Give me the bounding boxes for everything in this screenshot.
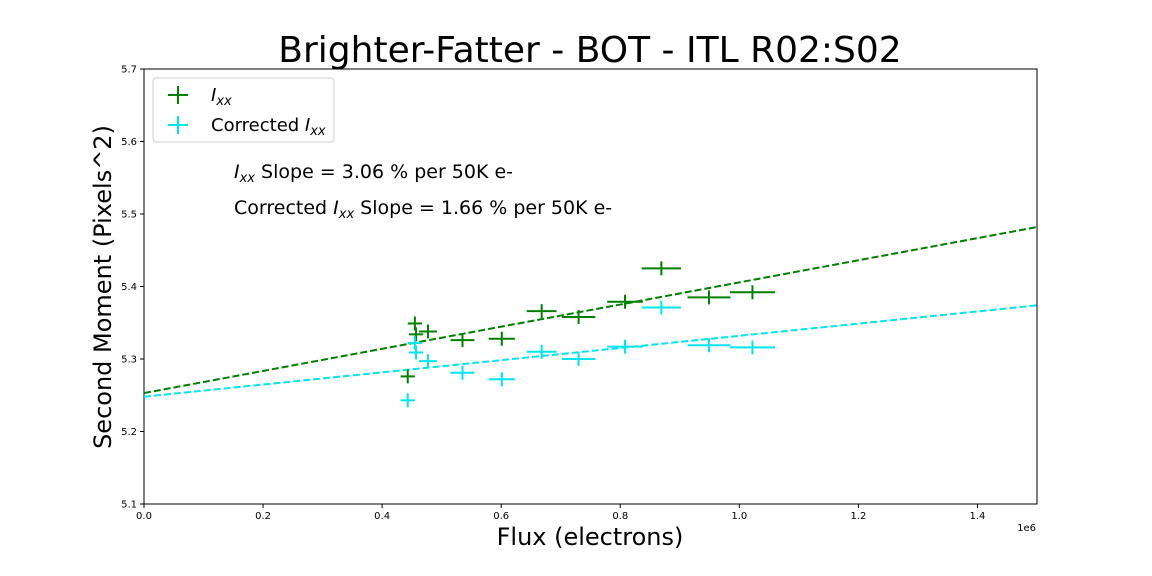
- x-tick-label: 0.6: [493, 511, 509, 522]
- x-tick-label: 1.2: [850, 511, 866, 522]
- y-tick-label: 5.7: [121, 65, 137, 76]
- legend-box: [152, 77, 335, 143]
- data-point-series-2: [607, 339, 643, 354]
- data-point-series-1: [450, 333, 475, 348]
- data-point-series-2: [407, 336, 423, 351]
- legend-entry-2: Corrected Ixx: [168, 115, 326, 139]
- x-axis-label: Flux (electrons): [497, 523, 684, 551]
- data-point-series-1: [419, 324, 437, 339]
- slope-annotation-1: Ixx Slope = 3.06 % per 50K e-: [234, 161, 513, 186]
- data-point-series-1: [641, 261, 681, 276]
- axis-ticks: 0.0 0.2 0.4 0.6 0.8 1.0 1.2 1.4 5.1 5.2 5.3 5.4 5.5 5…: [121, 65, 985, 523]
- slope-annotations: Ixx Slope = 3.06 % per 50K e- Corrected I…: [234, 161, 612, 222]
- x-tick-label: 0.0: [136, 511, 152, 522]
- data-points: [400, 261, 776, 408]
- data-point-series-2: [729, 340, 776, 355]
- x-tick-label: 1.0: [731, 511, 747, 522]
- x-axis-offset-label: 1e6: [1017, 523, 1036, 534]
- y-tick-label: 5.6: [121, 137, 137, 148]
- x-tick-label: 0.8: [612, 511, 628, 522]
- data-point-series-1: [561, 309, 596, 324]
- data-point-series-1: [729, 285, 776, 300]
- y-axis-label: Second Moment (Pixels^2): [89, 125, 117, 449]
- data-point-series-2: [419, 354, 437, 369]
- y-tick-label: 5.2: [121, 427, 137, 438]
- data-point-series-1: [407, 316, 423, 331]
- y-tick-label: 5.5: [121, 210, 137, 221]
- y-tick-label: 5.1: [121, 500, 137, 511]
- data-point-series-2: [641, 300, 681, 315]
- y-tick-label: 5.3: [121, 355, 137, 366]
- data-point-series-2: [561, 352, 596, 366]
- slope-annotation-2: Corrected Ixx Slope = 1.66 % per 50K e-: [234, 197, 612, 222]
- x-tick-label: 0.4: [374, 511, 390, 522]
- data-point-series-2: [687, 338, 731, 353]
- data-point-series-2: [526, 344, 557, 359]
- x-tick-label: 1.4: [970, 511, 986, 522]
- data-point-series-1: [488, 331, 515, 346]
- legend-label: Corrected Ixx: [211, 115, 326, 139]
- data-point-series-1: [400, 369, 415, 384]
- fit-lines: [143, 226, 1038, 398]
- x-tick-label: 0.2: [255, 511, 271, 522]
- legend-entry-1: Ixx: [168, 85, 232, 109]
- legend: Ixx Corrected Ixx: [152, 77, 335, 143]
- data-point-series-2: [400, 393, 415, 408]
- data-point-series-1: [526, 304, 557, 319]
- data-point-series-1: [408, 327, 424, 342]
- data-point-series-2: [408, 345, 424, 360]
- legend-label: Ixx: [211, 85, 232, 109]
- chart-title: Brighter-Fatter - BOT - ITL R02:S02: [278, 30, 901, 71]
- data-point-series-1: [687, 290, 731, 305]
- fit-line-series-1: [143, 226, 1038, 395]
- data-point-series-2: [450, 365, 475, 380]
- y-tick-label: 5.4: [121, 282, 137, 293]
- data-point-series-2: [488, 372, 515, 387]
- data-point-series-1: [607, 294, 643, 309]
- fit-line-series-2: [143, 304, 1038, 398]
